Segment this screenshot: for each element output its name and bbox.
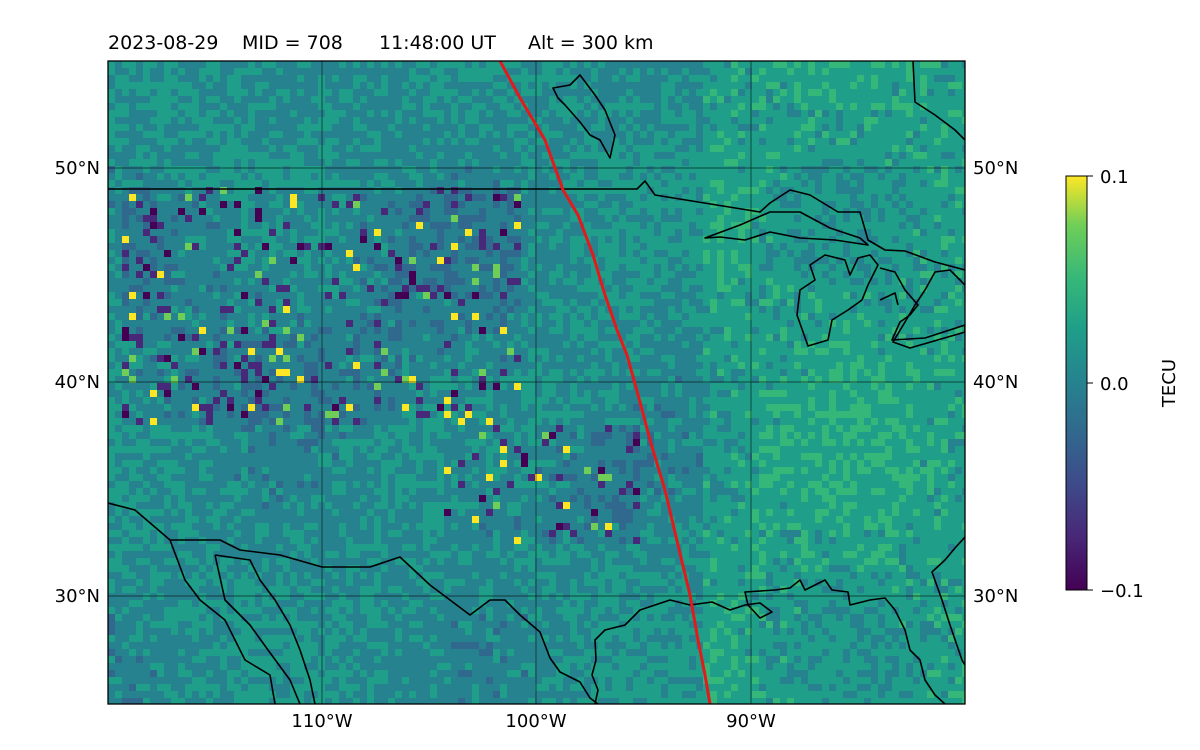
- map-title-alt: Alt = 300 km: [528, 32, 654, 54]
- lake-michigan: [796, 254, 879, 347]
- map-area: [108, 61, 965, 704]
- colorbar-gradient: [1065, 175, 1088, 591]
- us-mexico-border: [108, 502, 599, 704]
- baja-california: [169, 539, 316, 704]
- florida-coast: [931, 536, 965, 666]
- map-title-date: 2023-08-29: [108, 32, 218, 54]
- colorbar-tick-label-max: 0.1: [1100, 167, 1129, 188]
- colorbar-tick-label-min: −0.1: [1100, 581, 1144, 602]
- lon-label-90w: 90°W: [726, 711, 776, 732]
- lat-label-right-40n: 40°N: [973, 372, 1018, 393]
- colorbar-label: TECU: [1159, 359, 1180, 408]
- map-title-mid: MID = 708: [242, 32, 343, 54]
- lon-label-100w: 100°W: [505, 711, 566, 732]
- lake-huron-erie: [879, 267, 965, 349]
- map-title-time: 11:48:00 UT: [379, 32, 496, 54]
- lat-label-left-30n: 30°N: [55, 586, 100, 607]
- canada-coast: [912, 61, 965, 141]
- colorbar: 0.1 0.0 −0.1 TECU: [1065, 167, 1180, 602]
- lat-label-right-50n: 50°N: [973, 158, 1018, 179]
- lat-label-right-30n: 30°N: [973, 586, 1018, 607]
- lat-label-left-50n: 50°N: [55, 158, 100, 179]
- lake-superior: [704, 211, 869, 246]
- coastlines: [108, 61, 965, 704]
- terminator-line: [498, 61, 712, 704]
- map-frame: [107, 60, 966, 705]
- us-canada-border: [108, 180, 965, 271]
- gulf-coast: [591, 579, 946, 704]
- lon-label-110w: 110°W: [291, 711, 352, 732]
- colorbar-tick-label-zero: 0.0: [1100, 374, 1129, 395]
- tec-heatmap: [108, 61, 965, 704]
- graticule: [108, 61, 965, 704]
- hudson-bay-inlet: [552, 74, 616, 159]
- lat-label-left-40n: 40°N: [55, 372, 100, 393]
